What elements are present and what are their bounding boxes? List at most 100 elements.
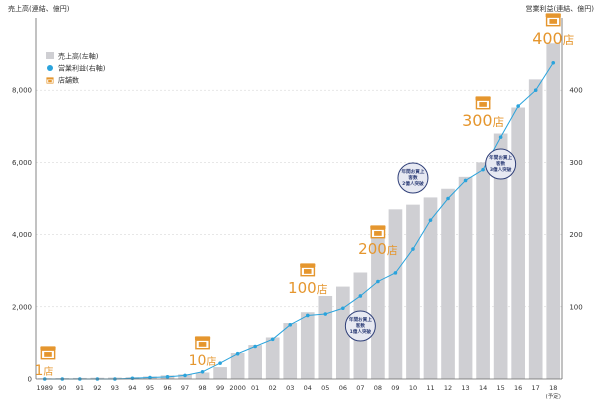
x-tick-96: 96 [163, 384, 171, 392]
x-tick-03: 03 [286, 384, 294, 392]
x-tick-10: 10 [409, 384, 417, 392]
x-tick-97: 97 [181, 384, 189, 392]
x-tick-08: 08 [374, 384, 382, 392]
store-count-label-3: 200店 [358, 240, 398, 258]
x-tick-98: 98 [198, 384, 206, 392]
legend-swatch-profit [47, 65, 53, 71]
milestone-bubble-text-1-0: 年間お買上 [401, 168, 424, 175]
store-icon-0 [40, 346, 56, 360]
right-tick-0: 100 [569, 303, 582, 311]
store-icon-2-window [303, 269, 312, 274]
store-icon-3-awning [370, 225, 386, 230]
milestone-bubble-circle-1 [397, 162, 429, 194]
sales-bar-98 [195, 372, 210, 379]
profit-point-99 [218, 361, 222, 365]
milestone-bubble-circle-2 [485, 148, 517, 180]
x-tick-09: 09 [391, 384, 399, 392]
legend-store-icon-awning [46, 77, 54, 80]
profit-point-11 [428, 218, 433, 222]
x-tick-07: 07 [356, 384, 364, 392]
sales-bar-03 [283, 323, 298, 379]
axes [35, 18, 563, 380]
store-icon-4-awning [475, 96, 491, 101]
sales-bars [37, 43, 561, 380]
profit-point-02 [270, 337, 275, 342]
left-tick-2: 4,000 [12, 231, 32, 239]
profit-point-97 [183, 373, 187, 378]
profit-line [44, 62, 554, 380]
profit-point-16 [516, 104, 520, 108]
store-icon-2-awning [300, 263, 316, 268]
store-icon-5 [545, 13, 561, 27]
x-tick-04: 04 [304, 384, 312, 392]
x-tick-05: 05 [321, 384, 329, 392]
legend-store-icon [46, 77, 54, 84]
legend-label-2: 店舗数 [58, 76, 79, 85]
x-tick-12: 12 [444, 384, 452, 392]
sales-bar-12 [441, 188, 455, 379]
x-tick-18: 18 [549, 384, 557, 392]
right-tick-1: 200 [569, 231, 582, 239]
sales-bar-15 [493, 133, 508, 379]
profit-point-03 [288, 323, 293, 327]
sales-bar-04 [300, 312, 315, 379]
x-tick-93: 93 [111, 384, 119, 392]
milestone-bubble-text-1-2: 2億人突破 [402, 180, 424, 187]
profit-point-12 [446, 196, 450, 201]
store-count-label-2: 100店 [288, 279, 328, 297]
x-tick-13: 13 [461, 384, 469, 392]
milestone-bubble-text-2-0: 年間お買上 [489, 154, 512, 161]
sales-bar-16 [511, 107, 526, 379]
x-tick-01: 01 [251, 384, 259, 392]
profit-point-18 [551, 60, 556, 65]
sales-bar-18 [546, 43, 561, 380]
profit-point-01 [253, 344, 257, 349]
store-annotations: 1店 10店 100店 200店 300店 400店 [34, 13, 574, 379]
profit-point-13 [463, 178, 468, 183]
sales-bar-05 [318, 295, 333, 379]
store-icon-5-awning [545, 13, 561, 18]
x-tick-92: 92 [93, 384, 101, 392]
store-icon-2 [300, 263, 316, 277]
milestone-bubble-circle-0 [344, 310, 376, 342]
profit-point-07 [358, 294, 363, 298]
profit-point-08 [376, 279, 380, 284]
profit-point-10 [411, 247, 415, 251]
legend-store-icon-window [48, 80, 52, 83]
profit-point-17 [533, 88, 538, 92]
store-icon-3-window [374, 231, 382, 236]
x-tick-14: 14 [479, 384, 487, 392]
sales-bar-14 [476, 162, 490, 379]
x-tick-11: 11 [426, 384, 434, 392]
sales-bar-02 [265, 337, 280, 379]
sales-bar-09 [388, 209, 403, 379]
legend-label-0: 売上高(左軸) [58, 52, 99, 61]
milestone-bubble-text-2-1: 客数 [495, 160, 506, 167]
sales-bar-11 [423, 197, 438, 379]
store-count-label-1: 10店 [189, 353, 217, 369]
profit-point-04 [305, 313, 310, 318]
right-tick-3: 400 [569, 87, 582, 95]
profit-point-14 [481, 167, 485, 172]
left-tick-0: 0 [28, 376, 32, 384]
x-tick-94: 94 [128, 384, 136, 392]
profit-point-95 [148, 375, 152, 380]
x-tick-90: 90 [58, 384, 66, 392]
store-icon-1-window [198, 342, 207, 347]
right-tick-2: 300 [569, 159, 582, 167]
sales-bar-17 [528, 79, 543, 380]
store-icon-4-window [479, 102, 487, 107]
profit-point-2000 [235, 351, 240, 356]
store-count-label-0: 1店 [34, 363, 53, 379]
store-icon-5-window [549, 19, 558, 24]
sales-bar-08 [371, 234, 385, 379]
left-tick-3: 6,000 [12, 159, 32, 167]
store-icon-0-awning [40, 346, 56, 351]
milestone-bubble-text-1-1: 客数 [407, 174, 418, 181]
left-tick-4: 8,000 [12, 87, 32, 95]
profit-point-15 [498, 135, 503, 139]
